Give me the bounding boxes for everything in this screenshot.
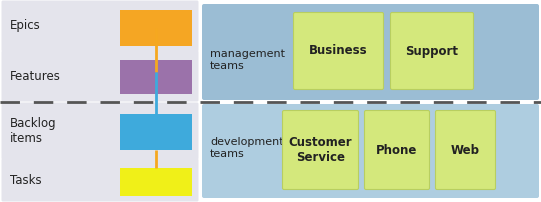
Text: Support: Support <box>406 44 459 58</box>
Text: development
teams: development teams <box>210 137 283 159</box>
FancyBboxPatch shape <box>365 110 430 189</box>
FancyBboxPatch shape <box>2 159 199 202</box>
Bar <box>120 60 192 94</box>
Text: Features: Features <box>10 69 61 82</box>
Text: Backlog
items: Backlog items <box>10 117 57 145</box>
Text: Business: Business <box>309 44 368 58</box>
FancyBboxPatch shape <box>2 0 199 52</box>
FancyBboxPatch shape <box>282 110 359 189</box>
FancyBboxPatch shape <box>202 104 539 198</box>
FancyBboxPatch shape <box>391 13 473 89</box>
FancyBboxPatch shape <box>294 13 384 89</box>
Text: Epics: Epics <box>10 20 41 33</box>
Text: management
teams: management teams <box>210 49 285 71</box>
Bar <box>120 114 192 150</box>
Bar <box>120 168 192 196</box>
Text: Web: Web <box>451 143 480 157</box>
FancyBboxPatch shape <box>2 50 199 101</box>
Text: Customer
Service: Customer Service <box>289 136 352 164</box>
FancyBboxPatch shape <box>2 102 199 160</box>
FancyBboxPatch shape <box>436 110 496 189</box>
FancyBboxPatch shape <box>202 4 539 100</box>
Bar <box>120 10 192 46</box>
Text: Phone: Phone <box>377 143 418 157</box>
Text: Tasks: Tasks <box>10 174 42 186</box>
